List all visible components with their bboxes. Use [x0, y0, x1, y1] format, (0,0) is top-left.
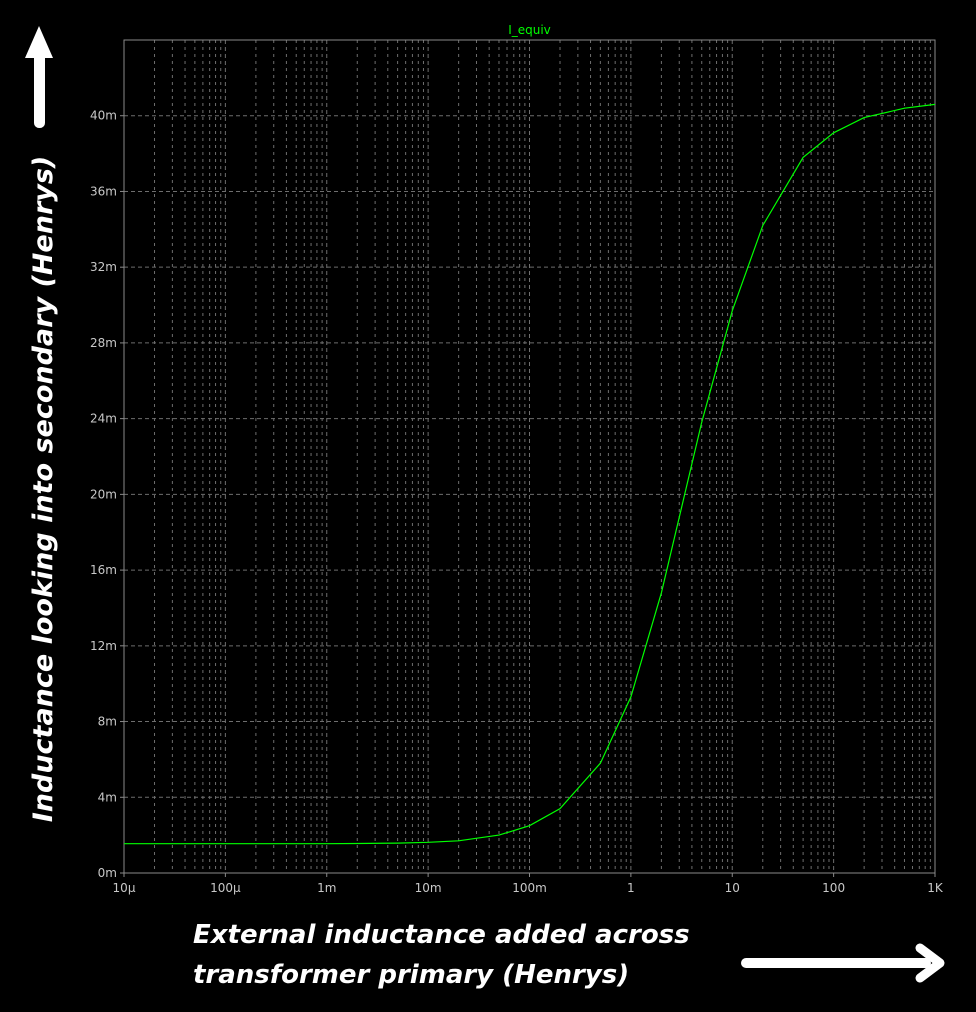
x-tick-label: 10: [725, 881, 740, 895]
y-axis-ticks: 0m 4m 8m 12m 16m 20m 24m 28m 32m 36m 40m: [90, 109, 124, 880]
y-tick-label: 12m: [90, 639, 117, 653]
x-tick-label: 100m: [512, 881, 547, 895]
x-tick-label: 10m: [415, 881, 442, 895]
x-tick-label: 1m: [317, 881, 336, 895]
x-axis-label-line-2: transformer primary (Henrys): [193, 960, 630, 990]
y-tick-label: 28m: [90, 336, 117, 350]
y-tick-label: 8m: [98, 715, 117, 729]
series-title: I_equiv: [508, 23, 551, 37]
y-tick-label: 0m: [98, 866, 117, 880]
grid: [124, 40, 935, 873]
series-layer: [124, 103, 936, 845]
x-axis-ticks: 10µ 100µ 1m 10m 100m 1 10 100 1K: [113, 873, 944, 895]
y-tick-label: 40m: [90, 109, 117, 123]
y-axis-label: Inductance looking into secondary (Henry…: [28, 156, 59, 823]
x-axis-label: External inductance added across transfo…: [193, 915, 690, 995]
y-tick-label: 32m: [90, 260, 117, 274]
x-tick-label: 1K: [927, 881, 944, 895]
right-arrow-icon: [741, 943, 945, 983]
y-tick-label: 36m: [90, 184, 117, 198]
y-tick-label: 24m: [90, 412, 117, 426]
x-axis-label-line-1: External inductance added across: [193, 920, 690, 950]
x-tick-label: 10µ: [113, 881, 136, 895]
x-tick-label: 1: [627, 881, 635, 895]
series-line-i-equiv: [124, 103, 936, 845]
y-tick-label: 16m: [90, 563, 117, 577]
x-tick-label: 100: [822, 881, 845, 895]
y-tick-label: 20m: [90, 487, 117, 501]
y-tick-label: 4m: [98, 790, 117, 804]
x-tick-label: 100µ: [210, 881, 241, 895]
up-arrow-icon: [25, 26, 53, 128]
